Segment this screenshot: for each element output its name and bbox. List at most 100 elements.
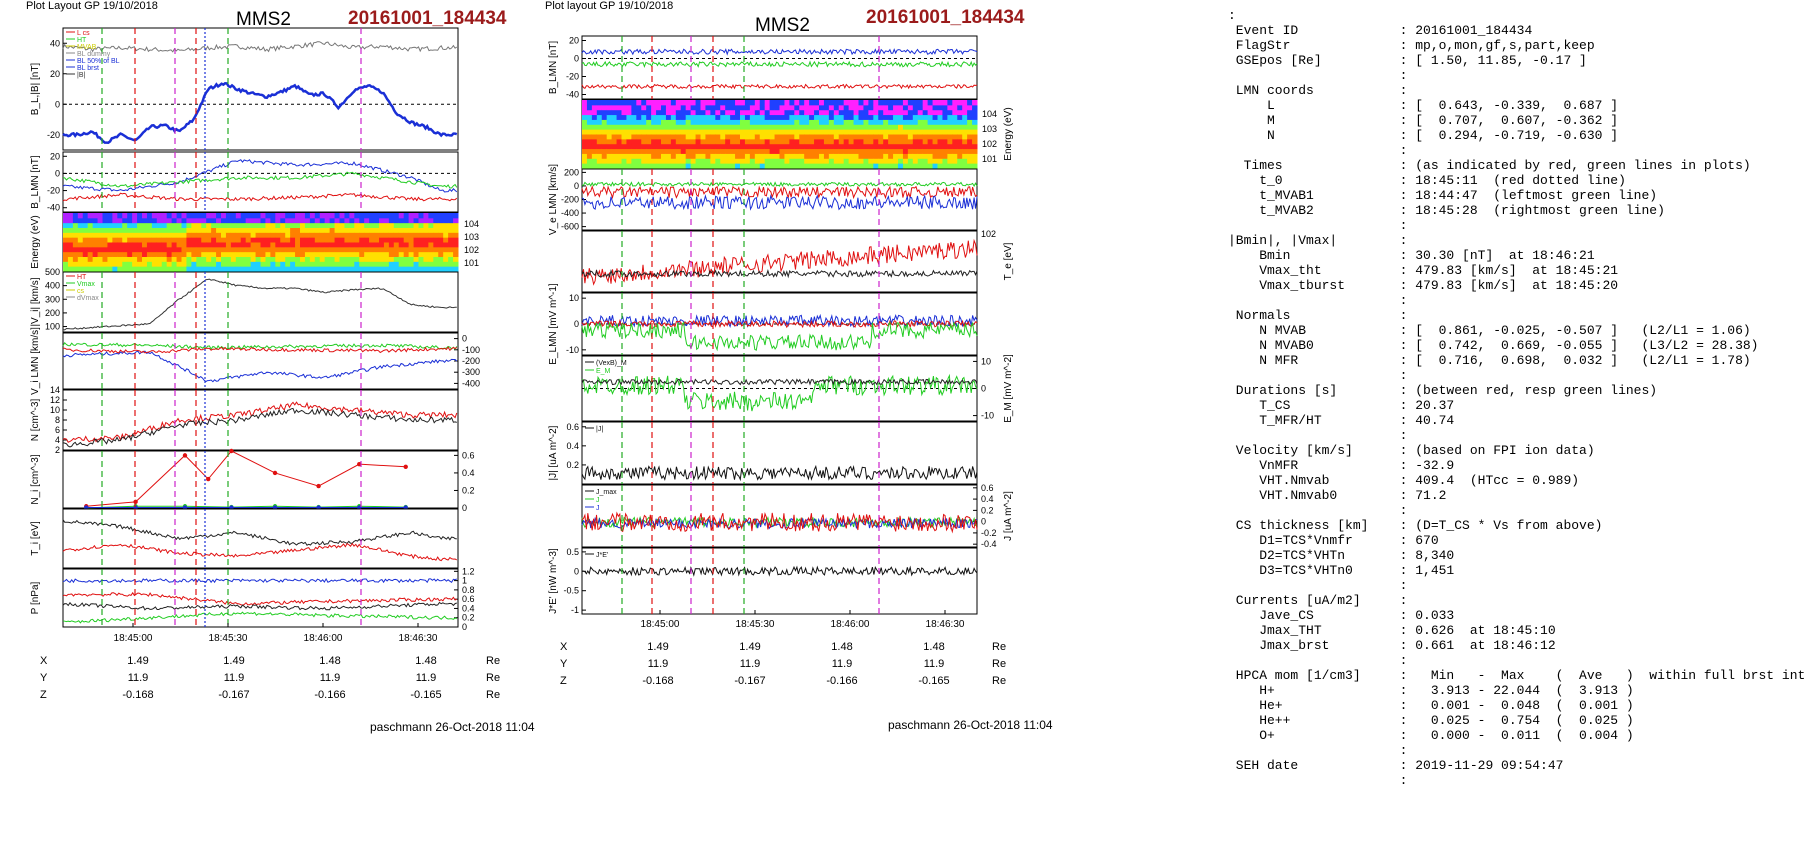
heatmap-cell	[112, 266, 118, 272]
heatmap-cell	[898, 129, 904, 135]
heatmap-cell	[833, 163, 840, 169]
heatmap-cell	[700, 114, 706, 120]
heatmap-cell	[216, 222, 222, 228]
heatmap-cell	[216, 232, 222, 238]
heatmap-cell	[122, 266, 128, 272]
heatmap-cell	[67, 227, 74, 233]
heatmap-cell	[754, 104, 761, 111]
heatmap-cell	[379, 232, 385, 238]
heatmap-cell	[705, 114, 711, 120]
heatmap-cell	[774, 134, 780, 140]
heatmap-cell	[77, 266, 84, 272]
heatmap-cell	[265, 261, 271, 267]
heatmap-cell	[201, 222, 207, 228]
heatmap-cell	[117, 232, 123, 238]
heatmap-cell	[828, 104, 835, 111]
heatmap-cell	[670, 119, 677, 125]
heatmap-cell	[868, 163, 874, 169]
heatmap-cell	[191, 242, 197, 248]
heatmap-cell	[596, 109, 603, 116]
series-line	[581, 238, 978, 286]
heatmap-cell	[112, 256, 118, 262]
heatmap-cell	[838, 138, 845, 145]
heatmap-cell	[680, 104, 687, 111]
heatmap-cell	[63, 261, 69, 267]
heatmap-cell	[433, 261, 439, 267]
heatmap-cell	[922, 138, 929, 145]
heatmap-cell	[740, 153, 746, 159]
tick-label: 102	[982, 139, 997, 149]
heatmap-cell	[369, 232, 375, 238]
heatmap-cell	[754, 158, 761, 164]
heatmap-cell	[957, 148, 963, 154]
heatmap-cell	[255, 256, 261, 262]
heatmap-cell	[309, 237, 316, 243]
heatmap-cell	[171, 222, 178, 228]
heatmap-cell	[878, 153, 884, 159]
heatmap-cell	[112, 217, 118, 224]
heatmap-cell	[685, 143, 692, 150]
heatmap-cell	[774, 114, 780, 120]
heatmap-cell	[82, 261, 89, 267]
heatmap-cell	[804, 158, 810, 164]
heatmap-cell	[952, 163, 958, 169]
heatmap-cell	[759, 158, 766, 164]
heatmap-cell	[893, 134, 899, 140]
heatmap-cell	[245, 237, 252, 243]
heatmap-cell	[235, 213, 242, 219]
heatmap-cell	[102, 246, 108, 253]
heatmap-cell	[92, 242, 99, 248]
tick-label: 0	[574, 54, 579, 64]
coord-value: 1.49	[739, 640, 761, 653]
heatmap-cell	[156, 251, 163, 257]
heatmap-cell	[255, 266, 261, 272]
heatmap-cell	[270, 232, 276, 238]
heatmap-cell	[823, 100, 830, 106]
heatmap-cell	[759, 134, 766, 140]
heatmap-cell	[720, 114, 726, 120]
time-tick-label: 18:45:30	[736, 619, 775, 630]
heatmap-cell	[606, 100, 613, 106]
heatmap-cell	[107, 256, 113, 262]
heatmap-cell	[408, 256, 415, 262]
heatmap-cell	[112, 246, 118, 253]
heatmap-cell	[907, 129, 914, 135]
heatmap-cell	[275, 246, 281, 253]
heatmap-cell	[912, 148, 919, 154]
heatmap-cell	[453, 246, 459, 253]
heatmap-cell	[250, 232, 257, 238]
heatmap-cell	[211, 213, 217, 219]
heatmap-cell	[369, 242, 375, 248]
coord-value: 11.9	[127, 671, 149, 684]
heatmap-cell	[413, 246, 419, 253]
heatmap-cell	[927, 129, 934, 135]
heatmap-cell	[735, 153, 741, 159]
heatmap-cell	[72, 213, 79, 219]
heatmap-cell	[863, 134, 869, 140]
heatmap-cell	[314, 213, 321, 219]
heatmap-cell	[191, 222, 197, 228]
heatmap-cell	[606, 138, 613, 145]
heatmap-cell	[314, 217, 321, 224]
heatmap-cell	[759, 148, 766, 154]
heatmap-cell	[705, 129, 711, 135]
heatmap-cell	[927, 134, 934, 140]
heatmap-cell	[201, 266, 207, 272]
series-line	[581, 319, 978, 329]
summary-line: O+ : 0.000 - 0.011 ( 0.004 )	[1259, 728, 1634, 743]
heatmap-cell	[349, 251, 355, 257]
heatmap-cell	[171, 217, 178, 224]
heatmap-cell	[749, 119, 756, 125]
heatmap-cell	[349, 246, 355, 253]
heatmap-cell	[324, 217, 331, 224]
heatmap-cell	[680, 129, 687, 135]
heatmap-cell	[77, 237, 84, 243]
heatmap-cell	[888, 148, 894, 154]
heatmap-cell	[206, 256, 212, 262]
heatmap-cell	[225, 237, 232, 243]
heatmap-cell	[137, 227, 143, 233]
coord-label: X	[40, 654, 48, 667]
heatmap-cell	[720, 109, 726, 116]
heatmap-cell	[754, 148, 761, 154]
heatmap-cell	[300, 222, 306, 228]
